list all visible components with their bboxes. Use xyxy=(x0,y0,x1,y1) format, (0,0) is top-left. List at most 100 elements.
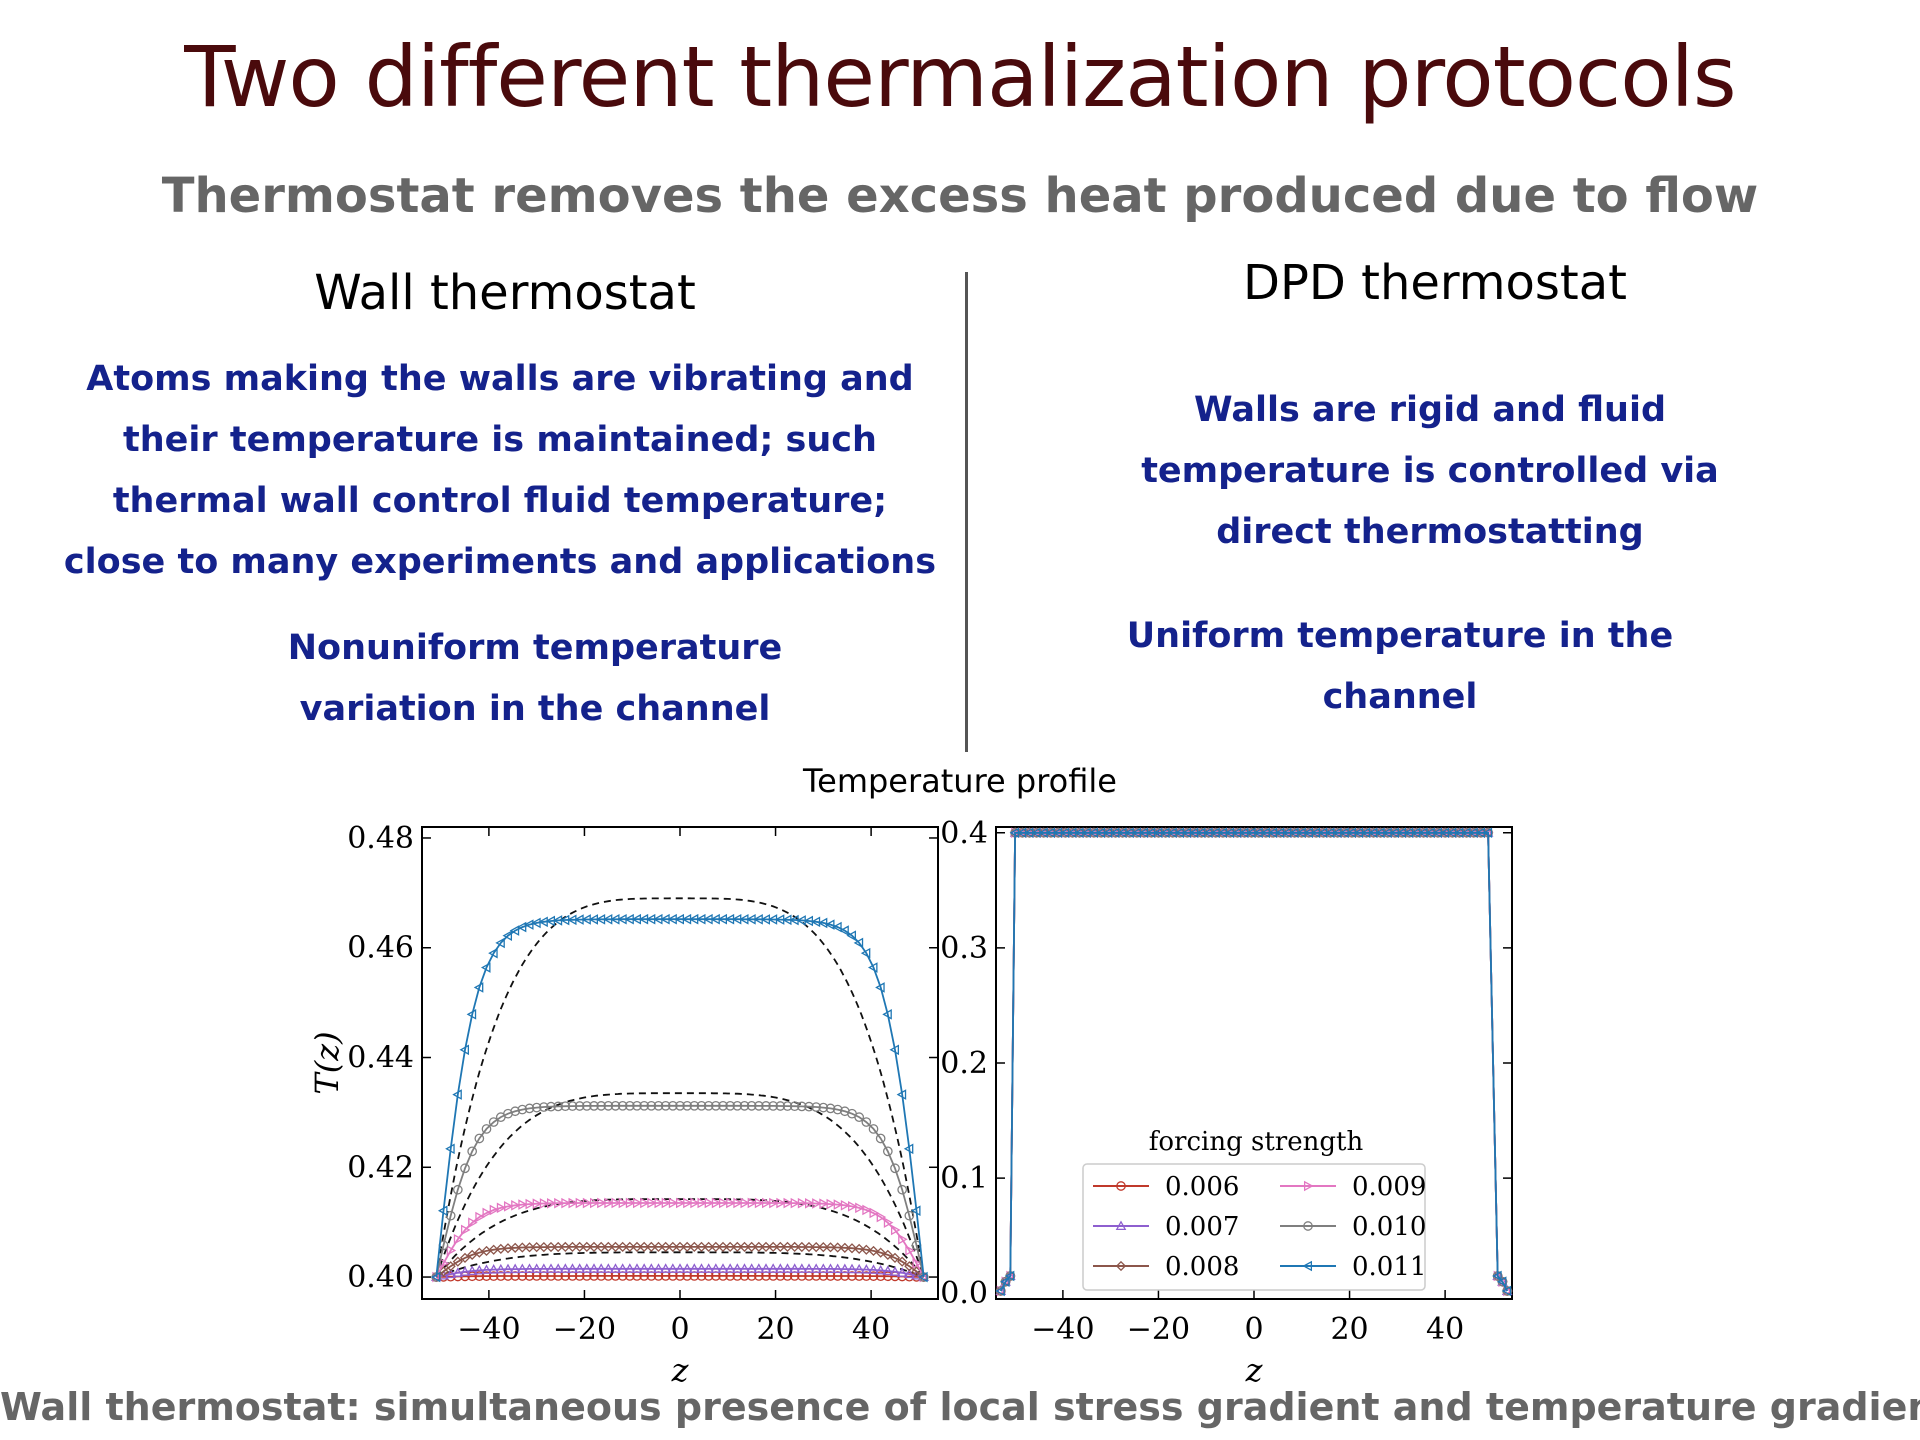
data-point xyxy=(697,1197,708,1209)
data-point xyxy=(453,1233,464,1245)
data-point xyxy=(459,1266,471,1276)
data-point xyxy=(632,1100,642,1111)
data-point xyxy=(531,1263,542,1273)
data-point xyxy=(654,1197,665,1209)
data-point xyxy=(861,1117,872,1127)
data-point xyxy=(575,1197,586,1209)
legend-marker xyxy=(1302,1260,1313,1272)
data-point xyxy=(446,1245,457,1256)
data-point xyxy=(897,1184,908,1195)
data-point xyxy=(825,1263,836,1273)
data-point xyxy=(482,1207,493,1219)
data-point xyxy=(818,1242,829,1253)
data-point xyxy=(1496,1276,1507,1288)
data-point xyxy=(732,1100,743,1111)
data-point xyxy=(638,1263,650,1273)
fit-curve xyxy=(435,1198,925,1278)
data-point xyxy=(553,1101,564,1112)
data-point xyxy=(517,1242,528,1253)
data-point xyxy=(839,925,849,936)
data-point xyxy=(689,1263,700,1273)
legend-label: 0.006 xyxy=(1165,1172,1239,1202)
y-tick-label: 0.1 xyxy=(940,1161,988,1196)
data-point xyxy=(775,1101,786,1111)
fit-curve xyxy=(435,1092,925,1278)
data-point xyxy=(824,919,835,930)
legend-marker xyxy=(1303,1221,1313,1231)
data-point xyxy=(904,1261,915,1272)
data-point xyxy=(898,1233,908,1245)
data-point xyxy=(538,1241,549,1253)
data-point xyxy=(753,1101,764,1111)
data-point xyxy=(703,1241,714,1252)
data-point xyxy=(503,1201,514,1212)
data-point xyxy=(553,1241,564,1253)
y-tick-label: 0.0 xyxy=(940,1276,988,1311)
data-point xyxy=(732,1241,743,1252)
data-point xyxy=(846,1263,858,1274)
data-point xyxy=(546,1101,556,1112)
data-point xyxy=(488,1117,499,1127)
data-point xyxy=(855,1202,865,1214)
data-point xyxy=(882,1249,893,1261)
data-point xyxy=(890,1163,900,1174)
data-point xyxy=(631,1263,643,1273)
data-point xyxy=(488,1271,499,1281)
data-point xyxy=(1004,1270,1015,1282)
data-point xyxy=(696,1263,707,1273)
data-point xyxy=(875,982,885,993)
data-point xyxy=(495,1263,507,1274)
data-point xyxy=(488,1264,499,1274)
data-point xyxy=(840,1200,851,1211)
data-point xyxy=(882,1146,893,1157)
slide-subtitle: Thermostat removes the excess heat produ… xyxy=(161,168,1759,224)
data-point xyxy=(610,1263,621,1273)
data-point xyxy=(681,1263,693,1273)
data-point xyxy=(452,1089,462,1100)
data-point xyxy=(545,1241,557,1253)
data-point xyxy=(875,1133,886,1144)
text-line: direct thermostatting xyxy=(1216,512,1644,552)
data-point xyxy=(495,937,505,949)
data-point xyxy=(717,1263,729,1273)
data-point xyxy=(767,1263,779,1273)
dpd-thermostat-panel: −40 −20 0 20 40 0.0 0.1 0.2 0.3 0.4 z forcing stren… xyxy=(940,816,1513,1389)
x-tick-label: 20 xyxy=(1330,1312,1368,1347)
data-point xyxy=(481,1271,492,1281)
data-point xyxy=(617,1100,628,1111)
data-point xyxy=(861,1271,872,1281)
data-point xyxy=(819,1198,829,1210)
data-point xyxy=(510,1242,521,1253)
data-point xyxy=(667,1100,678,1111)
legend-marker xyxy=(1115,1260,1127,1272)
x-tick-label: −40 xyxy=(1031,1312,1094,1347)
slide-footer: Wall thermostat: simultaneous presence o… xyxy=(0,1385,1920,1429)
data-point xyxy=(632,1197,643,1209)
data-point xyxy=(818,1263,829,1273)
data-point xyxy=(452,1256,463,1267)
data-point xyxy=(839,1271,850,1281)
data-point xyxy=(832,921,842,933)
data-point xyxy=(603,1263,614,1273)
data-point xyxy=(460,1224,471,1236)
data-point xyxy=(489,1204,500,1216)
data-point xyxy=(833,1199,844,1210)
data-point xyxy=(703,1263,714,1273)
data-point xyxy=(740,1197,751,1209)
data-point xyxy=(726,1197,736,1209)
data-point xyxy=(868,1124,879,1134)
data-point xyxy=(538,1102,549,1112)
data-point xyxy=(718,1197,729,1209)
data-point xyxy=(826,1198,837,1210)
data-point xyxy=(668,1197,679,1209)
y-tick-label: 0.42 xyxy=(347,1150,414,1185)
data-point xyxy=(1492,1270,1502,1282)
data-point xyxy=(804,1198,815,1209)
data-point xyxy=(539,1198,550,1209)
data-point xyxy=(560,1241,571,1253)
data-point xyxy=(710,1263,722,1273)
data-point xyxy=(875,1271,886,1282)
data-point xyxy=(1501,1285,1512,1297)
data-point xyxy=(918,1271,928,1283)
y-tick-label: 0.44 xyxy=(347,1041,414,1076)
